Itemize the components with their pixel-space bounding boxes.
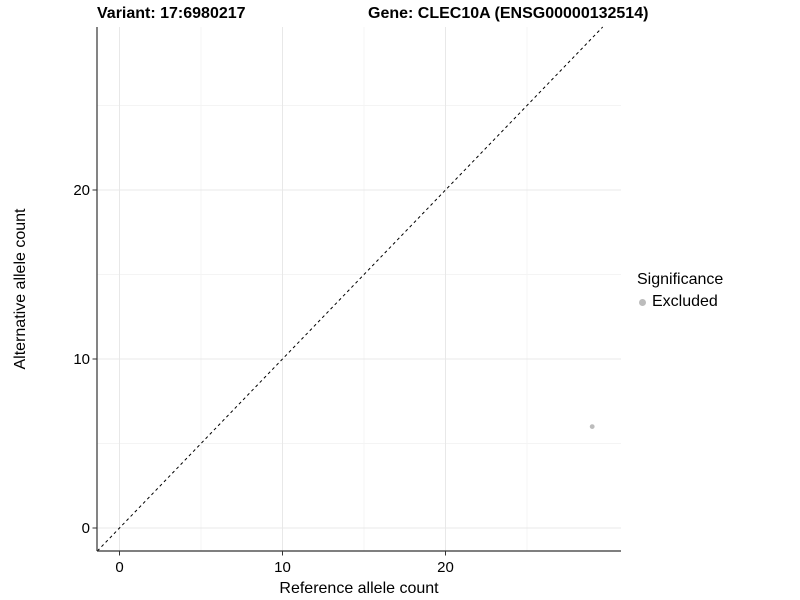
x-tick-label: 20 (437, 559, 454, 576)
x-tick-label: 10 (274, 559, 291, 576)
data-point (589, 424, 595, 429)
y-axis-label: Alternative allele count (12, 208, 29, 370)
y-tick-label: 10 (73, 351, 90, 368)
x-tick-label: 0 (115, 559, 123, 576)
legend-entry-excluded: Excluded (639, 293, 723, 311)
identity-dashed-line (96, 26, 604, 552)
legend: Significance Excluded (637, 271, 723, 311)
y-tick-label: 0 (82, 520, 90, 537)
y-tick-label: 20 (73, 182, 90, 199)
gene-title: Gene: CLEC10A (ENSG00000132514) (368, 5, 649, 22)
legend-key-dot-icon (639, 298, 646, 306)
legend-entry-label: Excluded (652, 293, 718, 310)
x-axis-label: Reference allele count (279, 580, 439, 597)
legend-title: Significance (637, 271, 724, 288)
variant-title: Variant: 17:6980217 (97, 5, 246, 22)
